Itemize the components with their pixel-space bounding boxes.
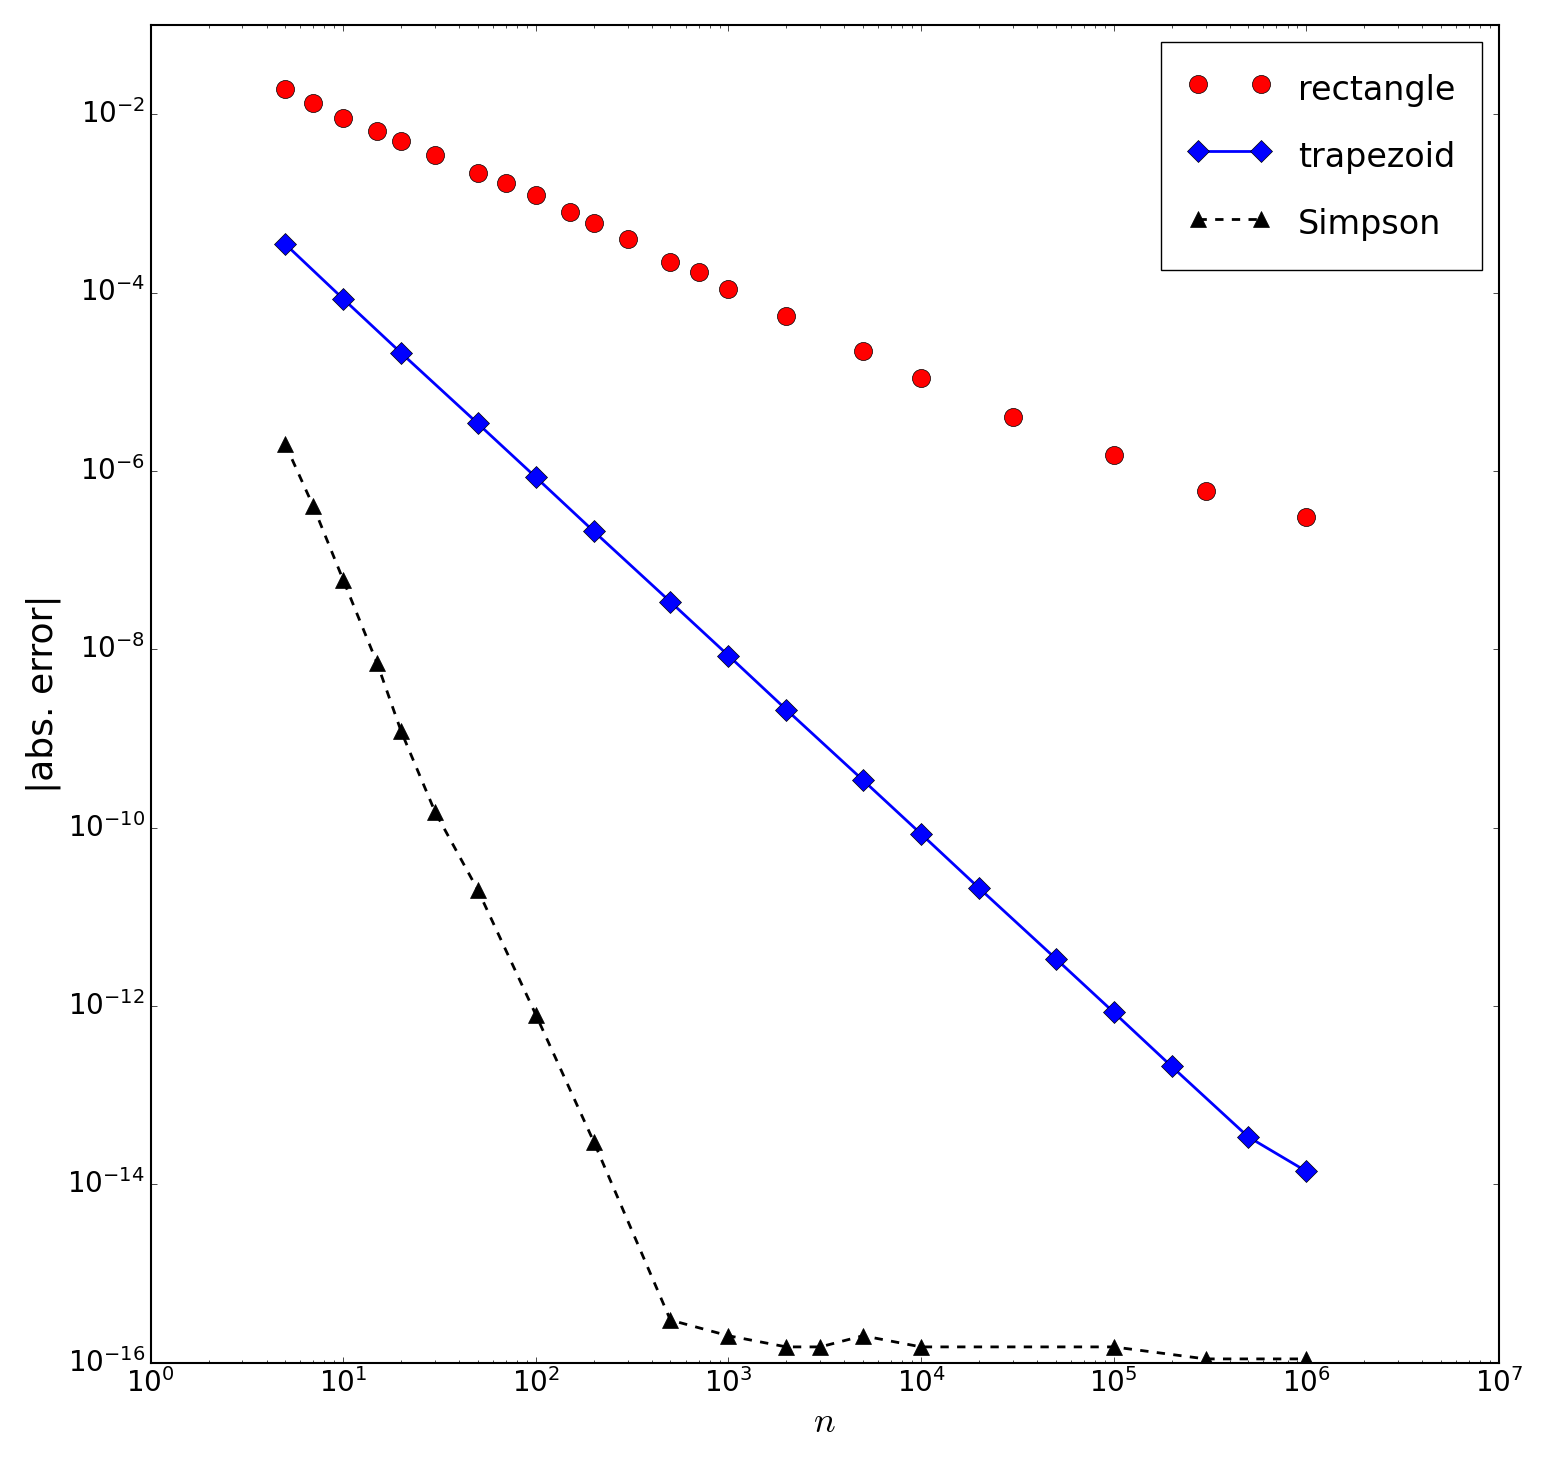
rectangle bbox=[1003, 408, 1022, 426]
rectangle bbox=[1197, 482, 1215, 499]
trapezoid bbox=[1297, 1162, 1316, 1180]
Simpson bbox=[720, 1326, 738, 1344]
trapezoid bbox=[912, 826, 930, 843]
trapezoid bbox=[469, 414, 488, 432]
Simpson bbox=[426, 804, 444, 821]
trapezoid bbox=[1104, 1003, 1122, 1020]
Y-axis label: |abs. error|: |abs. error| bbox=[25, 594, 60, 793]
Line: trapezoid: trapezoid bbox=[277, 236, 1314, 1179]
rectangle bbox=[368, 122, 387, 139]
Simpson bbox=[469, 881, 488, 899]
rectangle bbox=[1104, 447, 1122, 464]
trapezoid bbox=[853, 772, 872, 789]
Simpson bbox=[392, 723, 410, 741]
rectangle bbox=[334, 110, 353, 127]
Simpson bbox=[853, 1326, 872, 1344]
rectangle bbox=[1297, 508, 1316, 526]
rectangle bbox=[618, 230, 636, 247]
Simpson bbox=[334, 571, 353, 589]
rectangle bbox=[276, 81, 294, 98]
Simpson bbox=[368, 654, 387, 672]
Simpson bbox=[1297, 1350, 1316, 1367]
trapezoid bbox=[720, 647, 738, 665]
rectangle bbox=[853, 343, 872, 360]
Line: Simpson: Simpson bbox=[277, 436, 1314, 1366]
rectangle bbox=[392, 132, 410, 149]
rectangle bbox=[777, 307, 796, 325]
Simpson bbox=[661, 1312, 680, 1329]
Simpson bbox=[912, 1338, 930, 1356]
trapezoid bbox=[1238, 1129, 1257, 1146]
trapezoid bbox=[1046, 950, 1065, 968]
Simpson bbox=[585, 1133, 604, 1151]
Simpson bbox=[1197, 1350, 1215, 1367]
rectangle bbox=[526, 186, 545, 203]
trapezoid bbox=[969, 880, 988, 897]
rectangle bbox=[912, 369, 930, 386]
trapezoid bbox=[276, 236, 294, 253]
Simpson bbox=[276, 435, 294, 452]
trapezoid bbox=[392, 344, 410, 362]
trapezoid bbox=[661, 593, 680, 610]
trapezoid bbox=[585, 523, 604, 540]
Line: rectangle: rectangle bbox=[276, 81, 1316, 527]
rectangle bbox=[689, 264, 707, 281]
Simpson bbox=[303, 498, 322, 515]
trapezoid bbox=[526, 468, 545, 486]
X-axis label: $n$: $n$ bbox=[813, 1405, 836, 1439]
rectangle bbox=[426, 146, 444, 164]
rectangle bbox=[469, 164, 488, 182]
rectangle bbox=[720, 280, 738, 297]
Simpson bbox=[1104, 1338, 1122, 1356]
trapezoid bbox=[1163, 1057, 1181, 1075]
rectangle bbox=[303, 94, 322, 111]
Simpson bbox=[811, 1338, 830, 1356]
Legend: rectangle, trapezoid, Simpson: rectangle, trapezoid, Simpson bbox=[1161, 41, 1481, 271]
rectangle bbox=[661, 253, 680, 271]
rectangle bbox=[585, 214, 604, 231]
Simpson bbox=[526, 1006, 545, 1023]
Simpson bbox=[777, 1338, 796, 1356]
trapezoid bbox=[777, 701, 796, 719]
trapezoid bbox=[334, 290, 353, 307]
rectangle bbox=[560, 203, 579, 221]
rectangle bbox=[497, 174, 515, 192]
